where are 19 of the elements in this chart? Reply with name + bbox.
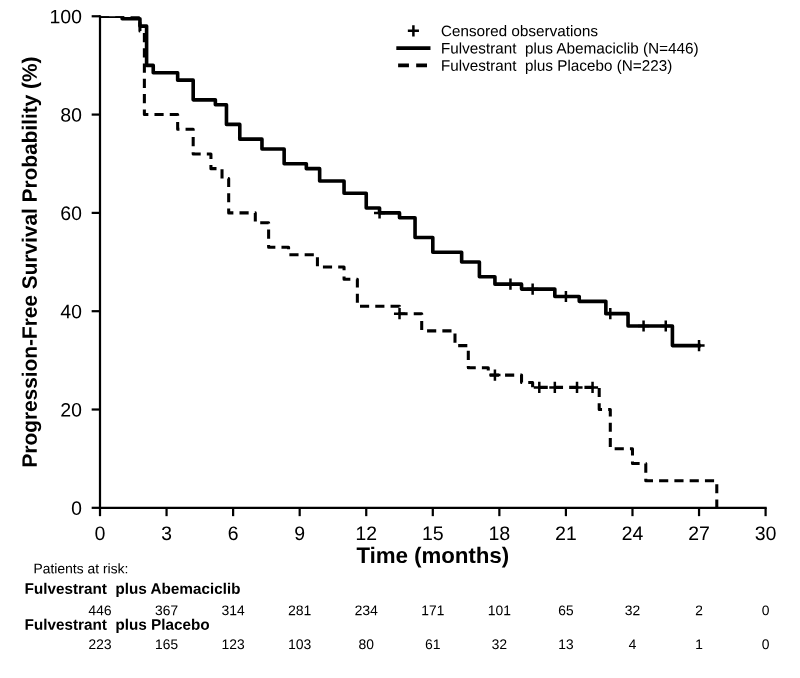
x-tick-label: 6 bbox=[228, 526, 238, 541]
x-axis-title: Time (months) bbox=[356, 546, 509, 568]
y-tick-label: 100 bbox=[50, 9, 82, 24]
x-tick-label: 12 bbox=[356, 526, 377, 540]
y-tick-label: 0 bbox=[71, 501, 82, 516]
x-tick-label: 3 bbox=[161, 526, 172, 541]
x-tick-label: 27 bbox=[689, 526, 709, 540]
y-axis-title: Progression-Free Survival Probability (%) bbox=[21, 57, 42, 467]
y-tick-label: 60 bbox=[61, 206, 82, 221]
x-tick-label: 15 bbox=[423, 526, 443, 541]
y-tick-label: 40 bbox=[60, 304, 82, 319]
x-tick-label: 9 bbox=[295, 526, 305, 541]
x-tick-label: 21 bbox=[556, 526, 576, 540]
y-tick-label: 20 bbox=[61, 402, 82, 417]
x-tick-label: 24 bbox=[622, 526, 643, 540]
y-tick-label: 80 bbox=[61, 108, 82, 122]
x-tick-label: 30 bbox=[755, 526, 776, 541]
x-tick-label: 18 bbox=[490, 526, 510, 541]
x-tick-label: 0 bbox=[95, 526, 105, 541]
